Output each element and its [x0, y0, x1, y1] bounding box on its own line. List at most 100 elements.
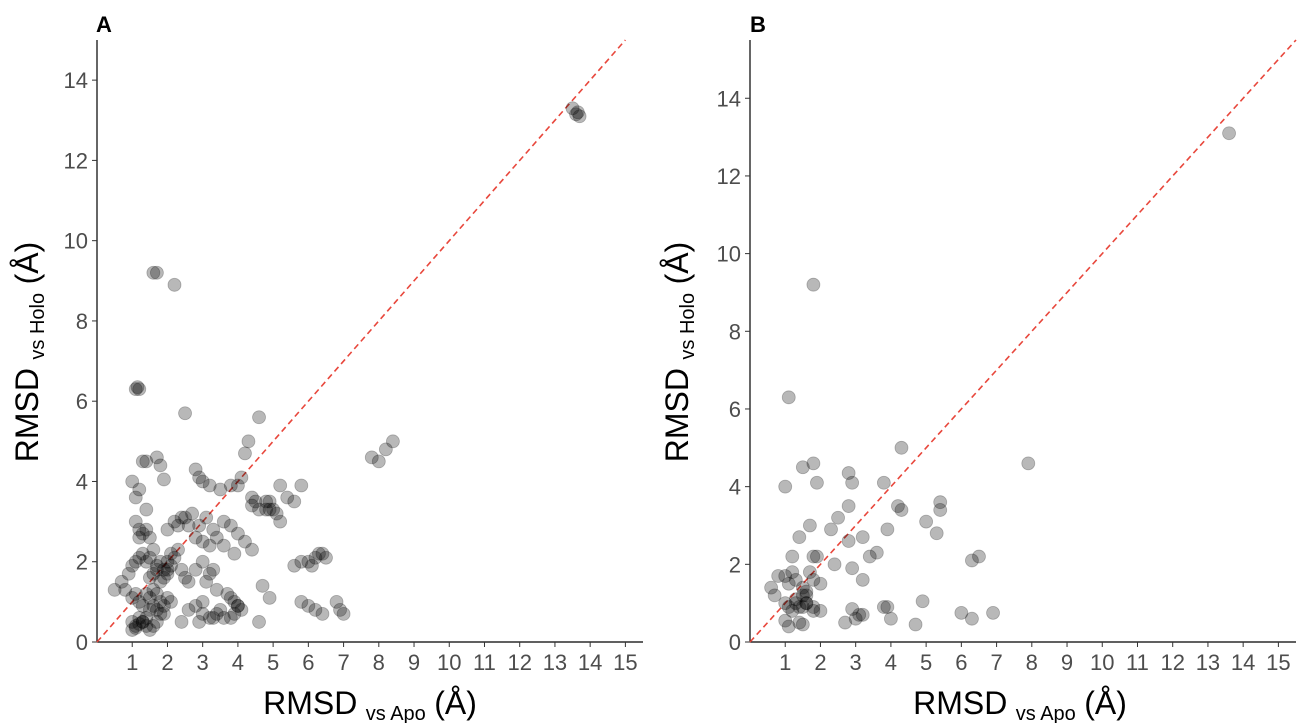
panel-a-data-point: [248, 494, 263, 509]
panel-a-data-point: [273, 478, 288, 493]
panel-a-data-point: [139, 454, 154, 469]
panel-a-data-point: [206, 562, 221, 577]
panel-a-data-point: [336, 607, 351, 621]
panel-b-x-tick-label: 13: [1196, 650, 1220, 675]
panel-b-data-point: [1021, 456, 1036, 471]
panel-a-data-point: [153, 458, 168, 473]
panel-a-data-point: [199, 574, 214, 589]
panel-a-data-point: [139, 554, 154, 569]
panel-a-data-point: [301, 598, 316, 613]
panel-b-data-point: [792, 600, 807, 614]
panel-a-data-point: [128, 619, 143, 633]
panel-b-data-point: [813, 604, 828, 618]
panel-a-data-point: [181, 518, 196, 533]
panel-a-data-point: [139, 611, 154, 625]
panel-a-data-point: [142, 550, 157, 565]
panel-a-x-tick-label: 12: [507, 650, 531, 675]
panel-a-y-tick-label: 8: [76, 309, 88, 334]
panel-a-data-point: [259, 494, 273, 509]
panel-b-data-point: [795, 617, 810, 632]
panel-b-reference-line: [749, 39, 1297, 643]
panel-a-data-point: [195, 607, 210, 621]
panel-b-data-point: [778, 596, 793, 611]
panel-a-data-point: [333, 602, 347, 617]
panel-a-data-point: [262, 590, 277, 605]
panel-b-data-point: [785, 565, 800, 579]
panel-a-data-point: [280, 490, 295, 505]
panel-a-data-point: [181, 602, 196, 617]
panel-a-x-axis-title: RMSD vs Apo (Å): [263, 685, 477, 723]
panel-a-data-point: [174, 615, 189, 629]
panel-a-data-point: [227, 594, 242, 609]
panel-b-data-point: [965, 553, 979, 568]
panel-a-xlabel-sub: vs Apo: [366, 703, 426, 723]
panel-b-y-tick-label: 4: [729, 475, 741, 500]
panel-a-data-point: [216, 538, 231, 553]
panel-a-data-point: [146, 598, 161, 613]
panel-a-data-point: [195, 474, 210, 489]
panel-a-data-point: [195, 554, 210, 569]
panel-b-data-point: [799, 596, 814, 611]
panel-a-data-point: [125, 615, 140, 629]
panel-b-x-tick-label: 8: [1026, 650, 1038, 675]
panel-b-data-point: [799, 584, 814, 599]
panel-b-xlabel-sub: vs Apo: [1016, 703, 1076, 723]
panel-a-data-point: [125, 623, 140, 637]
panel-a-y-axis-title: RMSD vs Holo (Å): [9, 242, 49, 462]
panel-a-data-point: [139, 619, 154, 633]
panel-b-data-point: [880, 522, 895, 537]
panel-a-x-tick-label: 5: [267, 650, 279, 675]
panel-a-x-tick-label: 7: [337, 650, 349, 675]
panel-a-data-point: [234, 602, 249, 617]
panel-a-data-point: [146, 619, 161, 633]
panel-b-data-point: [894, 503, 909, 517]
panel-b-x-tick-label: 12: [1160, 650, 1184, 675]
panel-a-xlabel-unit: (Å): [434, 685, 477, 721]
panel-b-x-tick-label: 3: [850, 650, 862, 675]
panel-a-data-point: [153, 594, 168, 609]
panel-a-y-tick-label: 14: [64, 68, 88, 93]
panel-b-x-tick-label: 2: [814, 650, 826, 675]
panel-b-y-tick-label: 2: [729, 552, 741, 577]
panel-b-data-point: [986, 605, 1000, 620]
panel-a-data-point: [142, 590, 157, 605]
panel-a-x-tick-label: 15: [613, 650, 637, 675]
panel-a-data-point: [570, 105, 585, 120]
panel-b-data-point: [954, 605, 969, 620]
panel-a-data-point: [262, 494, 277, 509]
panel-a-data-point: [149, 450, 164, 465]
panel-b-data-point: [781, 619, 796, 634]
panel-a-data-point: [241, 434, 256, 449]
panel-a-data-point: [153, 574, 168, 589]
panel-a-ylabel-main: RMSD: [9, 368, 45, 462]
panel-a-data-point: [287, 558, 302, 573]
panel-a-data-point: [157, 562, 171, 577]
panel-a-data-point: [234, 470, 249, 485]
panel-b-data-point: [806, 604, 821, 618]
panel-b-y-tick-label: 6: [729, 397, 741, 422]
panel-a-data-point: [245, 490, 259, 505]
panel-b-data-point: [841, 499, 856, 513]
panel-a-data-point: [167, 514, 182, 529]
panel-a-data-point: [287, 494, 302, 509]
panel-a-data-point: [213, 602, 228, 617]
panel-b-data-point: [855, 607, 870, 622]
panel-b-x-tick-label: 4: [885, 650, 897, 675]
panel-a-data-point: [209, 530, 224, 545]
panel-b-data-point: [788, 572, 803, 587]
panel-a-data-point: [164, 546, 178, 561]
panel-a-data-point: [569, 107, 583, 122]
panel-a-data-point: [202, 611, 217, 625]
panel-a-data-point: [171, 542, 185, 557]
panel-b-data-point: [841, 466, 856, 480]
panel-a-data-point: [132, 617, 147, 631]
panel-b-data-point: [848, 611, 863, 626]
panel-a-x-tick-label: 11: [473, 650, 496, 675]
panel-b-data-point: [792, 615, 807, 630]
panel-a-data-point: [160, 566, 175, 581]
panel-a-data-point: [273, 514, 288, 529]
panel-a-data-point: [202, 478, 217, 493]
panel-a-data-point: [223, 590, 238, 605]
